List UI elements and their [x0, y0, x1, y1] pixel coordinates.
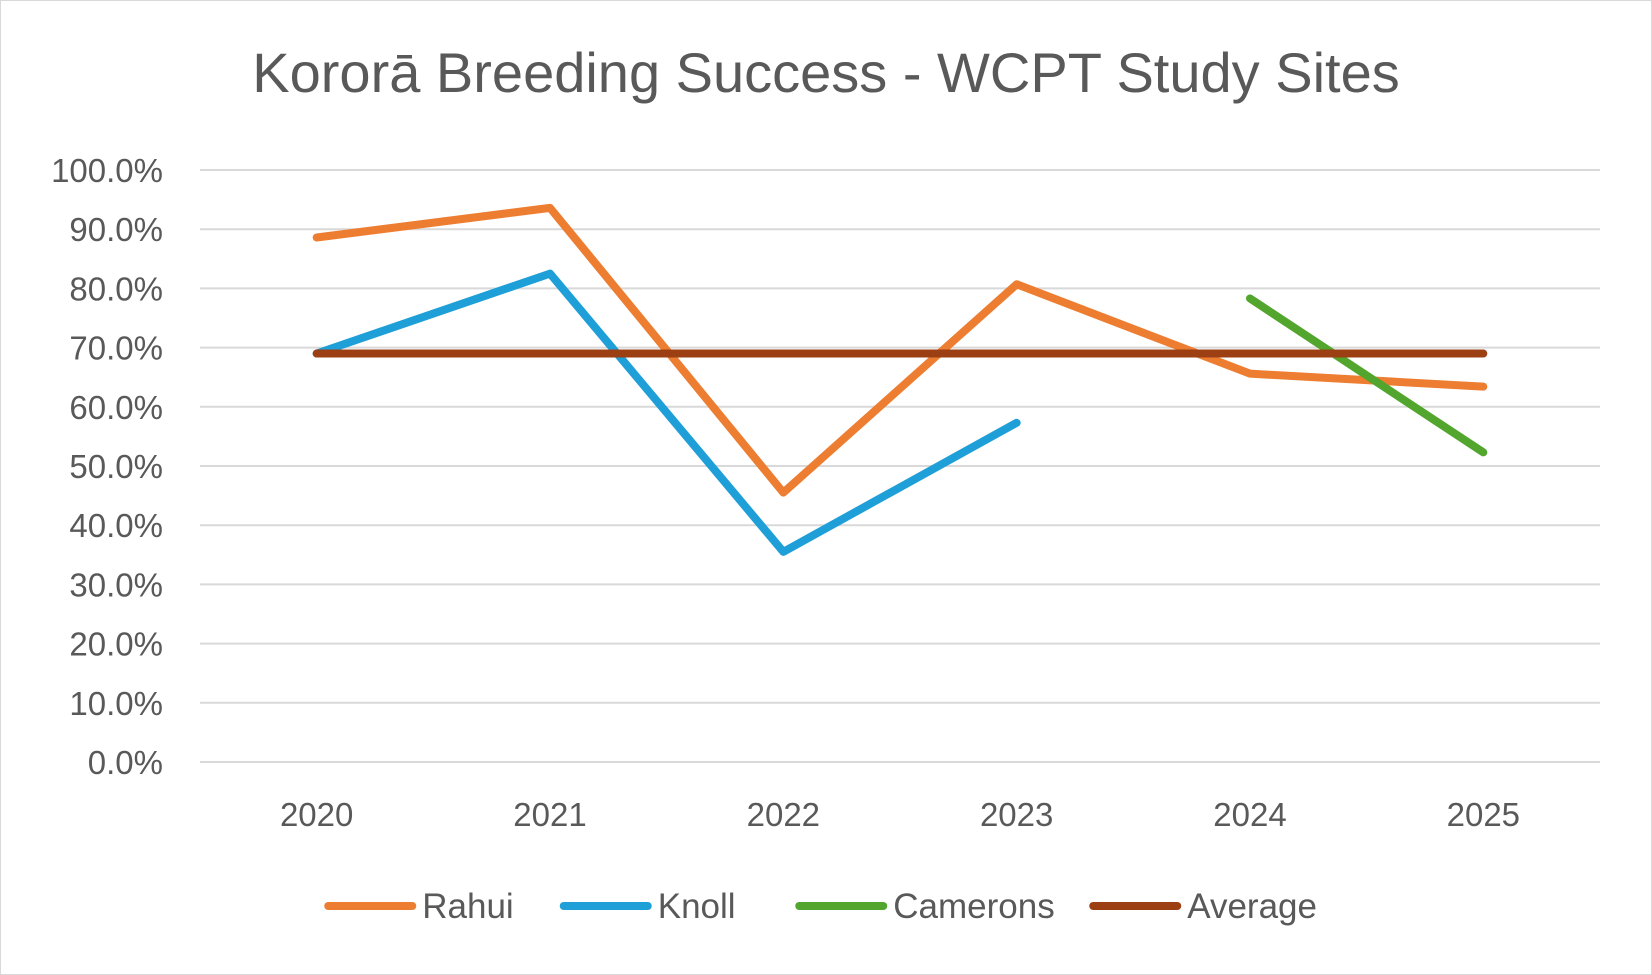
y-tick-label: 20.0% [69, 626, 163, 663]
x-tick-label: 2020 [280, 796, 353, 833]
y-tick-label: 100.0% [51, 152, 163, 189]
series-line-camerons [1246, 294, 1488, 457]
y-tick-label: 30.0% [69, 566, 163, 603]
gridlines [200, 169, 1600, 763]
x-tick-label: 2024 [1213, 796, 1286, 833]
y-tick-label: 80.0% [69, 270, 163, 307]
legend: Rahui Knoll Camerons Average [324, 887, 1317, 926]
x-axis-ticks: 2020 2021 2022 2023 2024 2025 [280, 796, 1520, 833]
legend-label-average: Average [1187, 887, 1317, 926]
y-tick-label: 50.0% [69, 448, 163, 485]
x-tick-label: 2025 [1447, 796, 1520, 833]
legend-label-rahui: Rahui [422, 887, 513, 926]
y-tick-label: 60.0% [69, 389, 163, 426]
x-tick-label: 2023 [980, 796, 1053, 833]
series-lines [312, 203, 1488, 556]
legend-label-knoll: Knoll [658, 887, 736, 926]
x-tick-label: 2021 [513, 796, 586, 833]
y-tick-label: 70.0% [69, 330, 163, 367]
y-tick-label: 10.0% [69, 685, 163, 722]
chart-title: Kororā Breeding Success - WCPT Study Sit… [252, 41, 1400, 104]
series-line-rahui [312, 203, 1488, 497]
y-tick-label: 40.0% [69, 507, 163, 544]
y-tick-label: 90.0% [69, 211, 163, 248]
y-axis-ticks: 0.0% 10.0% 20.0% 30.0% 40.0% 50.0% 60.0% 70.0% 8… [51, 152, 163, 781]
series-line-knoll [312, 269, 1021, 556]
legend-label-camerons: Camerons [893, 887, 1054, 926]
x-tick-label: 2022 [747, 796, 820, 833]
y-tick-label: 0.0% [88, 744, 163, 781]
